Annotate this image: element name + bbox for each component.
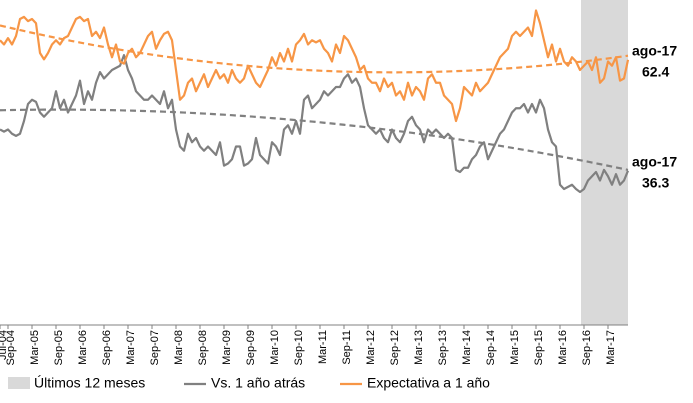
end-label: ago-17 <box>632 43 677 59</box>
x-tick-label: Mar-17 <box>605 330 617 365</box>
legend-label: Expectativa a 1 año <box>367 375 490 391</box>
x-tick-label: Sep-04 <box>5 330 17 365</box>
x-tick-label: Mar-11 <box>317 330 329 364</box>
x-tick-label: Sep-07 <box>149 330 161 365</box>
x-tick-label: Sep-10 <box>293 330 305 365</box>
x-tick-label: Sep-06 <box>101 330 113 365</box>
x-tick-label: Mar-15 <box>509 330 521 365</box>
x-tick-label: Sep-09 <box>245 330 257 365</box>
x-tick-label: Mar-16 <box>557 330 569 365</box>
x-tick-label: Sep-16 <box>581 330 593 365</box>
end-value: 62.4 <box>642 64 669 80</box>
x-tick-label: Sep-14 <box>485 330 497 365</box>
x-tick-label: Mar-12 <box>365 330 377 365</box>
x-tick-label: Mar-06 <box>77 330 89 365</box>
x-tick-label: Mar-09 <box>221 330 233 365</box>
x-tick-label: Mar-14 <box>461 330 473 365</box>
x-tick-label: Mar-07 <box>125 330 137 365</box>
trend-line <box>0 108 629 171</box>
x-tick-label: Mar-05 <box>29 330 41 365</box>
legend-swatch <box>8 377 30 389</box>
x-tick-label: Sep-11 <box>341 330 353 365</box>
series-line <box>0 9 630 123</box>
series-line <box>0 54 630 194</box>
x-tick-label: Jul-04 <box>0 330 9 360</box>
x-tick-label: Sep-15 <box>533 330 545 365</box>
legend-label: Últimos 12 meses <box>34 375 145 391</box>
end-value: 36.3 <box>642 174 669 190</box>
x-tick-label: Mar-08 <box>173 330 185 365</box>
x-tick-label: Sep-12 <box>389 330 401 365</box>
x-tick-label: Mar-13 <box>413 330 425 365</box>
x-tick-label: Sep-13 <box>437 330 449 365</box>
x-tick-label: Sep-08 <box>197 330 209 365</box>
x-tick-label: Sep-05 <box>53 330 65 365</box>
x-tick-label: Mar-10 <box>269 330 281 365</box>
end-label: ago-17 <box>632 153 677 169</box>
legend-label: Vs. 1 año atrás <box>211 375 305 391</box>
